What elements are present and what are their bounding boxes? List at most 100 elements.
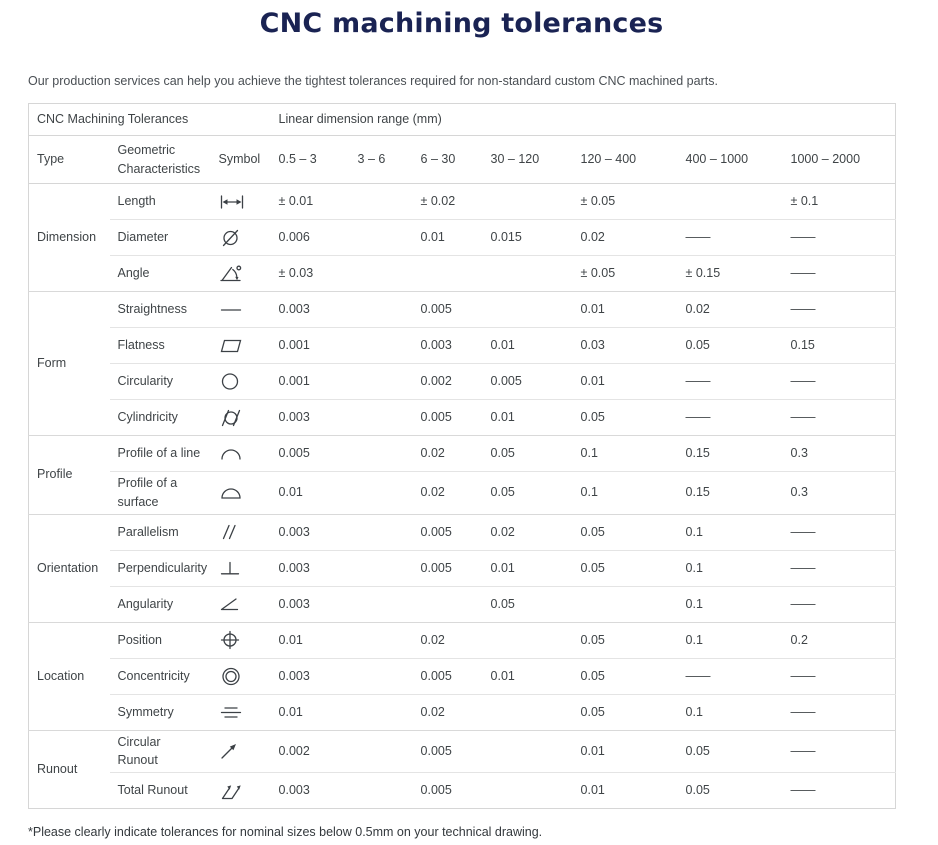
column-header: 400 – 1000 [677, 135, 783, 184]
tolerance-value-cell: 0.005 [412, 657, 483, 694]
table-title-row: CNC Machining Tolerances Linear dimensio… [28, 103, 896, 136]
tolerance-value-cell [349, 772, 413, 809]
tolerance-value-cell: 0.1 [677, 693, 783, 730]
tolerance-value-cell: 0.05 [677, 729, 783, 773]
table-row: Runout Circular Runout 0.002 0.005 0.01 0.05—… [28, 729, 896, 809]
tolerance-value-cell [349, 183, 413, 220]
tolerance-value-cell: 0.003 [270, 585, 350, 622]
tolerance-value-cell: 0.01 [482, 399, 573, 436]
tolerance-value-cell [349, 549, 413, 586]
tolerance-value-cell [349, 363, 413, 400]
symbol-cell [210, 183, 271, 220]
cylindricity-icon [219, 408, 263, 428]
type-cell: Runout [28, 729, 110, 809]
tolerance-value-cell [349, 291, 413, 328]
tolerance-value-cell: 0.02 [412, 435, 483, 472]
characteristic-cell: Angularity [109, 585, 211, 622]
diameter-icon [219, 228, 263, 248]
tolerances-table: CNC Machining Tolerances Linear dimensio… [28, 103, 897, 809]
tolerance-value-cell [482, 621, 573, 658]
tolerance-value-cell: 0.1 [572, 471, 678, 514]
symbol-cell [210, 772, 271, 809]
tolerance-value-cell: 0.002 [270, 729, 350, 773]
table-row: Profile of a surface 0.01 0.02 0.05 0.1 0.15 0… [29, 471, 896, 514]
table-title-left: CNC Machining Tolerances [28, 103, 271, 136]
tolerance-value-cell [349, 585, 413, 622]
tolerance-value-cell: —— [677, 363, 783, 400]
symmetry-icon [219, 704, 263, 721]
characteristic-cell: Straightness [109, 291, 211, 328]
tolerance-value-cell: —— [782, 585, 896, 622]
characteristic-cell: Perpendicularity [109, 549, 211, 586]
table-row: Total Runout 0.003 0.005 0.01 0.05 —— [29, 772, 896, 809]
tolerance-value-cell: 0.15 [677, 435, 783, 472]
tolerance-value-cell: 0.05 [572, 549, 678, 586]
tolerance-value-cell: 0.05 [572, 693, 678, 730]
characteristic-cell: Parallelism [109, 513, 211, 550]
table-row: Concentricity 0.003 0.005 0.01 0.05 —— —— [29, 657, 896, 694]
tolerance-value-cell: 0.05 [572, 657, 678, 694]
tolerance-value-cell: 0.05 [482, 585, 573, 622]
type-cell: Location [28, 621, 110, 730]
tolerance-value-cell: 0.005 [412, 291, 483, 328]
tolerance-value-cell: 0.002 [412, 363, 483, 400]
table-row: Profile Profile of a line 0.005 0.02 0.05 0.1… [28, 435, 896, 514]
tolerance-value-cell: —— [782, 772, 896, 809]
characteristic-cell: Circular Runout [109, 729, 211, 773]
tolerance-value-cell [482, 772, 573, 809]
angularity-icon [219, 596, 263, 612]
tolerance-value-cell: 0.001 [270, 327, 350, 364]
symbol-cell [210, 657, 271, 694]
table-row: Location Position 0.01 0.02 0.05 0.1 0.2 [28, 621, 896, 730]
table-row: Angularity 0.003 0.05 0.1 —— [29, 585, 896, 622]
table-row: Flatness 0.001 0.003 0.01 0.03 0.05 0.15 [29, 327, 896, 364]
tolerance-value-cell [412, 585, 483, 622]
tolerance-value-cell: 0.3 [782, 435, 896, 472]
tolerance-value-cell: —— [782, 513, 896, 550]
tolerance-value-cell: 0.02 [412, 621, 483, 658]
page: CNC machining tolerances Our production … [0, 8, 938, 839]
column-header: 6 – 30 [412, 135, 483, 184]
table-header-row: Type Geometric Characteristics Symbol 0.5 –… [28, 135, 896, 184]
characteristic-cell: Profile of a line [109, 435, 211, 472]
tolerance-value-cell [349, 729, 413, 773]
tolerance-value-cell: 0.3 [782, 471, 896, 514]
tolerance-value-cell: 0.05 [572, 513, 678, 550]
tolerance-value-cell [349, 513, 413, 550]
tolerance-value-cell: 0.02 [412, 693, 483, 730]
tolerance-value-cell: 0.1 [677, 549, 783, 586]
tolerance-value-cell: 0.05 [572, 621, 678, 658]
tolerance-value-cell [482, 729, 573, 773]
tolerance-value-cell [349, 399, 413, 436]
tolerance-value-cell: —— [677, 219, 783, 256]
tolerance-value-cell: 0.15 [677, 471, 783, 514]
tolerance-value-cell: 0.01 [572, 363, 678, 400]
length-icon [219, 194, 263, 210]
symbol-cell [210, 435, 271, 472]
straightness-icon [219, 305, 263, 315]
tolerance-value-cell: 0.02 [572, 219, 678, 256]
tolerance-value-cell: 0.05 [482, 435, 573, 472]
tolerance-value-cell: 0.1 [572, 435, 678, 472]
table-row: Diameter 0.006 0.01 0.015 0.02 —— —— [29, 219, 896, 256]
column-header: Geometric Characteristics [109, 135, 211, 184]
tolerance-value-cell [349, 219, 413, 256]
tolerance-value-cell: 0.003 [270, 657, 350, 694]
symbol-cell [210, 693, 271, 730]
characteristic-cell: Length [109, 183, 211, 220]
profile-line-icon [219, 446, 263, 461]
tolerance-value-cell: —— [782, 693, 896, 730]
tolerance-value-cell [349, 255, 413, 292]
parallelism-icon [219, 523, 263, 541]
tolerance-value-cell: 0.01 [412, 219, 483, 256]
tolerance-value-cell [482, 255, 573, 292]
table-row: Perpendicularity 0.003 0.005 0.01 0.05 0.1 —— [29, 549, 896, 586]
tolerance-value-cell: ± 0.05 [572, 183, 678, 220]
tolerance-value-cell: ± 0.03 [270, 255, 350, 292]
tolerance-value-cell: 0.003 [270, 291, 350, 328]
tolerance-value-cell: 0.01 [482, 657, 573, 694]
tolerance-value-cell: 0.005 [412, 549, 483, 586]
table-row: Angle ± 0.03 ± 0.05 ± 0.15 —— [29, 255, 896, 292]
tolerance-value-cell [482, 693, 573, 730]
tolerance-value-cell: —— [782, 657, 896, 694]
